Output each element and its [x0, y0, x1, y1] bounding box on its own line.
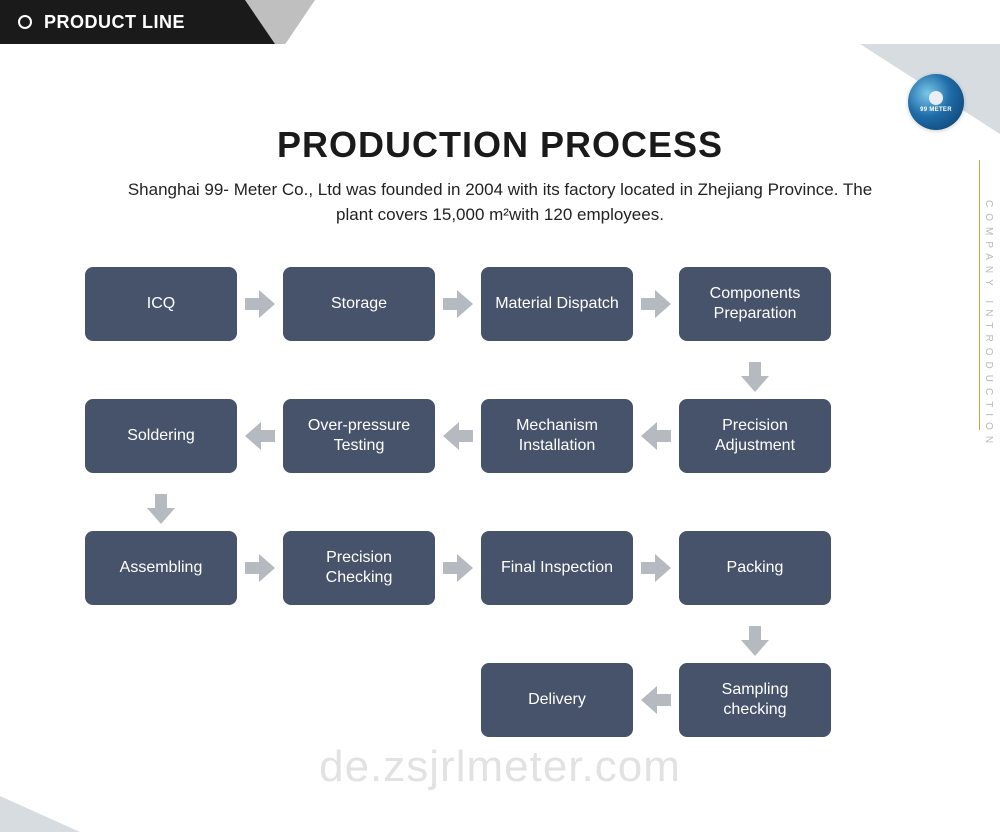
header-bar: PRODUCT LINE	[0, 0, 245, 44]
flow-box: Material Dispatch	[481, 267, 633, 341]
flow-vconnector	[85, 487, 895, 531]
flow-box: Over-pressure Testing	[283, 399, 435, 473]
bullet-icon	[18, 15, 32, 29]
arrow-left-icon	[237, 422, 283, 450]
side-text: COMPANY INTRODUCTION	[983, 200, 994, 449]
bottom-triangle	[0, 796, 80, 832]
flow-vconnector	[85, 619, 895, 663]
side-rule	[979, 160, 980, 430]
flow-row: Soldering Over-pressure Testing Mechanism …	[85, 399, 895, 473]
flow-box: Delivery	[481, 663, 633, 737]
flow-row: Assembling Precision Checking Final Inspec…	[85, 531, 895, 605]
flow-row: ICQ Storage Material Dispatch Components Pr…	[85, 267, 895, 341]
arrow-left-icon	[633, 686, 679, 714]
page-subtitle: Shanghai 99- Meter Co., Ltd was founded …	[0, 178, 1000, 227]
flow-box: Sampling checking	[679, 663, 831, 737]
flow-box: Precision Adjustment	[679, 399, 831, 473]
watermark: de.zsjrlmeter.com	[0, 742, 1000, 792]
flow-box: Soldering	[85, 399, 237, 473]
arrow-right-icon	[435, 290, 481, 318]
arrow-down-icon	[679, 626, 831, 656]
flow-box: Storage	[283, 267, 435, 341]
flow-box: Assembling	[85, 531, 237, 605]
flow-vconnector	[85, 355, 895, 399]
logo-text: 99 METER	[920, 107, 952, 113]
arrow-left-icon	[633, 422, 679, 450]
flowchart: ICQ Storage Material Dispatch Components Pr…	[85, 267, 895, 737]
logo-globe-icon	[929, 91, 943, 105]
flow-box: ICQ	[85, 267, 237, 341]
arrow-left-icon	[435, 422, 481, 450]
arrow-right-icon	[237, 290, 283, 318]
flow-row: Delivery Sampling checking	[85, 663, 895, 737]
flow-box: Precision Checking	[283, 531, 435, 605]
flow-box: Packing	[679, 531, 831, 605]
header-label: PRODUCT LINE	[44, 12, 185, 33]
flow-box: Final Inspection	[481, 531, 633, 605]
arrow-right-icon	[633, 290, 679, 318]
arrow-down-icon	[85, 494, 237, 524]
arrow-right-icon	[435, 554, 481, 582]
flow-box: Components Preparation	[679, 267, 831, 341]
flow-box: Mechanism Installation	[481, 399, 633, 473]
arrow-down-icon	[679, 362, 831, 392]
logo: 99 METER	[908, 74, 964, 130]
page-title: PRODUCTION PROCESS	[0, 124, 1000, 166]
arrow-right-icon	[633, 554, 679, 582]
arrow-right-icon	[237, 554, 283, 582]
